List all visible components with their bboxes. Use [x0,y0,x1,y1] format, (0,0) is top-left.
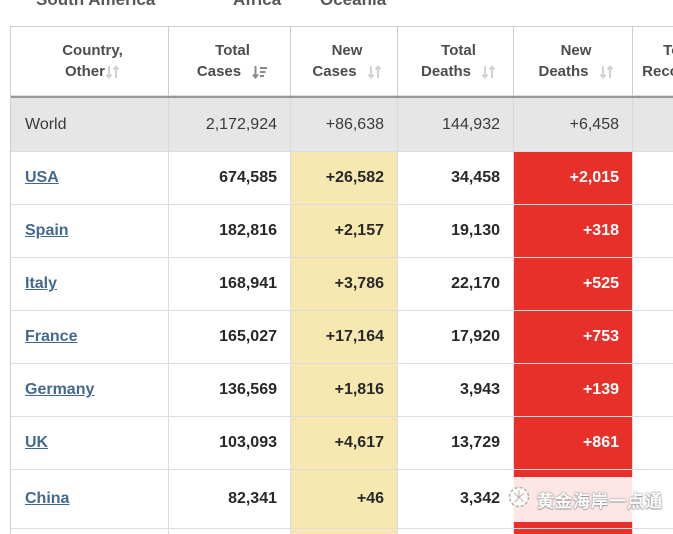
column-header-total-cases[interactable]: Total Cases [169,27,291,96]
watermark-text: 黄金海岸一点通 [537,492,663,511]
new-deaths-value: +753 [514,311,633,364]
total-deaths-value: 3,943 [398,364,514,417]
column-header-new-deaths[interactable]: New Deaths [514,27,633,96]
new-cases-value: +46 [291,470,398,529]
tab-south-america[interactable]: South America [36,0,155,10]
column-header-label: Country, [62,42,123,59]
column-header-label: Recovered [642,63,673,80]
total-deaths-value: 34,458 [398,152,514,205]
total-cases-value: 2,172,924 [169,98,291,152]
sort-updown-icon[interactable] [367,64,382,80]
total-recovered-value [633,258,673,311]
new-deaths-value: +6,458 [514,98,633,152]
sort-descending-active-icon[interactable] [251,64,268,80]
table-row-partial [11,529,673,534]
new-deaths-value: +318 [514,205,633,258]
column-header-label: Deaths [420,63,472,80]
country-link[interactable]: UK [25,434,49,451]
covid-statistics-table: Country, Other Total Cases New Cases [10,26,673,534]
new-cases-value: +17,164 [291,311,398,364]
sort-updown-icon[interactable] [599,64,614,80]
column-header-total-recovered[interactable]: Total Recovered [633,27,673,96]
new-cases-value: +26,582 [291,152,398,205]
column-header-label: Deaths [538,63,589,80]
total-recovered-value [633,205,673,258]
column-header-country[interactable]: Country, Other [11,27,169,96]
column-header-label: Total [663,42,673,59]
total-recovered-value [633,98,673,152]
continent-tab-strip: South America Africa Oceania [0,0,673,26]
total-deaths-value: 19,130 [398,205,514,258]
new-deaths-value: +525 [514,258,633,311]
new-deaths-value: +861 [514,417,633,470]
table-row-france: France 165,027 +17,164 17,920 +753 [11,311,673,364]
new-cases-value: +86,638 [291,98,398,152]
tab-oceania[interactable]: Oceania [320,0,386,10]
column-header-label: Cases [312,63,357,80]
country-link[interactable]: Spain [25,222,69,239]
total-cases-value: 165,027 [169,311,291,364]
table-row-italy: Italy 168,941 +3,786 22,170 +525 [11,258,673,311]
total-recovered-value [633,364,673,417]
new-cases-value: +3,786 [291,258,398,311]
new-deaths-value: +2,015 [514,152,633,205]
tab-africa[interactable]: Africa [233,0,281,10]
total-deaths-value: 3,342 [398,470,514,529]
total-deaths-value: 17,920 [398,311,514,364]
table-header-row: Country, Other Total Cases New Cases [11,27,673,98]
country-link[interactable]: Italy [25,275,58,292]
column-header-label: New [560,42,592,59]
sort-updown-icon[interactable] [105,64,120,80]
total-cases-value: 103,093 [169,417,291,470]
country-link[interactable]: USA [25,169,59,186]
table-row-germany: Germany 136,569 +1,816 3,943 +139 [11,364,673,417]
column-header-label: Cases [196,63,242,80]
total-deaths-value: 13,729 [398,417,514,470]
total-recovered-value [633,152,673,205]
column-header-new-cases[interactable]: New Cases [291,27,398,96]
total-cases-value: 168,941 [169,258,291,311]
column-header-label: New [331,42,363,59]
total-deaths-value: 22,170 [398,258,514,311]
new-cases-value: +2,157 [291,205,398,258]
column-header-label: Other [64,63,105,80]
watermark: 黄金海岸一点通 [500,477,673,522]
table-row-uk: UK 103,093 +4,617 13,729 +861 [11,417,673,470]
total-recovered-value [633,417,673,470]
total-deaths-value: 144,932 [398,98,514,152]
column-header-total-deaths[interactable]: Total Deaths [398,27,514,96]
total-recovered-value [633,311,673,364]
new-deaths-value: +139 [514,364,633,417]
watermark-logo-icon [506,484,532,515]
column-header-label: Total [215,42,250,59]
new-cases-value: +1,816 [291,364,398,417]
total-cases-value: 182,816 [169,205,291,258]
total-cases-value: 674,585 [169,152,291,205]
country-link[interactable]: Germany [25,381,95,398]
row-label: World [11,98,169,152]
country-link[interactable]: France [25,328,78,345]
total-cases-value: 82,341 [169,470,291,529]
table-row-usa: USA 674,585 +26,582 34,458 +2,015 [11,152,673,205]
column-header-label: Total [441,42,476,59]
total-cases-value: 136,569 [169,364,291,417]
new-cases-value: +4,617 [291,417,398,470]
table-row-world: World 2,172,924 +86,638 144,932 +6,458 [11,98,673,152]
country-link[interactable]: China [25,490,70,507]
sort-updown-icon[interactable] [481,64,496,80]
table-row-spain: Spain 182,816 +2,157 19,130 +318 [11,205,673,258]
